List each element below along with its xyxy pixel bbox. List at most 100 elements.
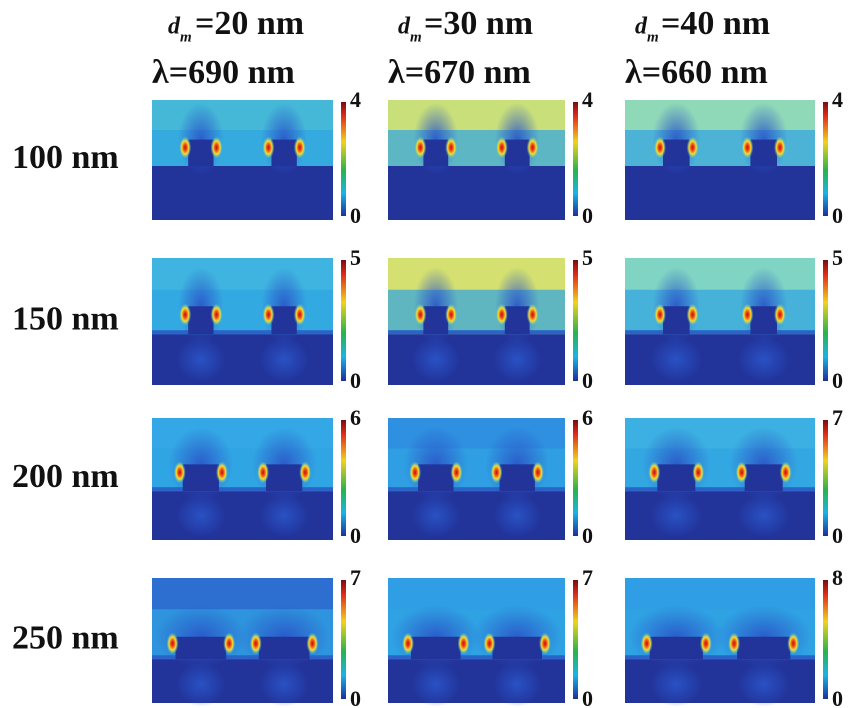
hotspot: [250, 633, 262, 655]
colorbar-min: 0: [832, 368, 843, 393]
hotspot: [402, 633, 414, 655]
hotspot: [728, 633, 740, 655]
hotspot: [780, 461, 792, 483]
hotspot: [211, 137, 223, 159]
lower-halo: [492, 662, 542, 707]
pillar: [500, 464, 535, 491]
pillar: [418, 464, 453, 491]
pillar: [663, 140, 690, 166]
colorbar-max: 7: [832, 405, 843, 430]
pillar: [266, 464, 302, 491]
pillar: [750, 306, 777, 334]
colorbar-max: 6: [350, 405, 361, 430]
hotspot: [262, 304, 274, 326]
hotspot: [787, 633, 799, 655]
colorbar-min: 0: [582, 368, 593, 393]
substrate: [625, 166, 815, 220]
field-map: [152, 418, 333, 540]
colorbar: [341, 102, 346, 216]
spacer-layer: [388, 330, 565, 334]
hotspot: [223, 633, 235, 655]
colorbar-min: 0: [582, 203, 593, 228]
row-label: 100 nm: [12, 139, 119, 176]
colorbar: [573, 102, 578, 216]
pillar: [737, 637, 790, 660]
colorbar: [823, 260, 828, 381]
pillar: [657, 464, 695, 491]
colorbar-min: 0: [832, 523, 843, 548]
colorbar-max: 5: [582, 245, 593, 270]
lower-halo: [737, 662, 790, 707]
hotspot: [294, 137, 306, 159]
colorbar-max: 7: [582, 565, 593, 590]
pillar: [183, 464, 219, 491]
hotspot: [409, 461, 421, 483]
colorbar-max: 4: [350, 87, 361, 112]
hotspot: [445, 304, 457, 326]
field-map: [625, 258, 815, 385]
figure: dm=20 nmλ=690 nmdm=30 nmλ=670 nmdm=40 nm…: [0, 0, 852, 708]
hotspot: [774, 304, 786, 326]
colorbar: [341, 580, 346, 699]
colorbar-min: 0: [832, 686, 843, 708]
colorbar-min: 0: [832, 203, 843, 228]
colorbar-min: 0: [582, 523, 593, 548]
field-map: [152, 578, 333, 707]
page: {"columns": [ {"symbol": "d", "subscript…: [0, 0, 852, 708]
hotspot: [445, 137, 457, 159]
field-map: [152, 258, 333, 385]
colorbar-min: 0: [350, 203, 361, 228]
colorbar-min: 0: [350, 523, 361, 548]
hotspot: [700, 633, 712, 655]
hotspot: [692, 461, 704, 483]
hotspot: [458, 633, 470, 655]
hotspot: [294, 304, 306, 326]
hotspot: [741, 137, 753, 159]
field-map: [388, 578, 565, 707]
hotspot: [450, 461, 462, 483]
hotspot: [414, 137, 426, 159]
colorbar-max: 5: [350, 245, 361, 270]
hotspot: [179, 304, 191, 326]
hotspot: [299, 461, 311, 483]
hotspot: [641, 633, 653, 655]
pillar: [750, 140, 777, 166]
pillar: [411, 637, 461, 660]
pillar: [745, 464, 783, 491]
col-subscript: m: [647, 29, 659, 45]
lower-halo: [259, 662, 310, 707]
colorbar-max: 4: [582, 87, 593, 112]
lower-halo: [176, 662, 227, 707]
colorbar: [823, 420, 828, 536]
col-wavelength: λ=690 nm: [152, 54, 295, 91]
colorbar: [341, 420, 346, 536]
pillar: [176, 637, 227, 660]
colorbar: [573, 420, 578, 536]
pillar: [271, 306, 296, 334]
field-map: [388, 418, 565, 540]
hotspot: [496, 137, 508, 159]
hotspot: [774, 137, 786, 159]
row-label: 150 nm: [12, 300, 119, 337]
hotspot: [483, 633, 495, 655]
field-map: [152, 100, 333, 220]
col-thickness: =20 nm: [195, 5, 304, 42]
substrate: [152, 166, 333, 220]
colorbar-max: 5: [832, 245, 843, 270]
hotspot: [262, 137, 274, 159]
hotspot: [257, 461, 269, 483]
pillar: [505, 140, 530, 166]
hotspot: [532, 461, 544, 483]
pillar: [188, 306, 213, 334]
colorbar-max: 8: [832, 565, 843, 590]
pillar: [271, 140, 296, 166]
pillar: [663, 306, 690, 334]
field-map: [388, 100, 565, 220]
pillar: [505, 306, 530, 334]
pillar: [650, 637, 703, 660]
colorbar: [573, 260, 578, 381]
substrate: [388, 166, 565, 220]
hotspot: [496, 304, 508, 326]
field-map: [625, 418, 815, 540]
hotspot: [654, 137, 666, 159]
